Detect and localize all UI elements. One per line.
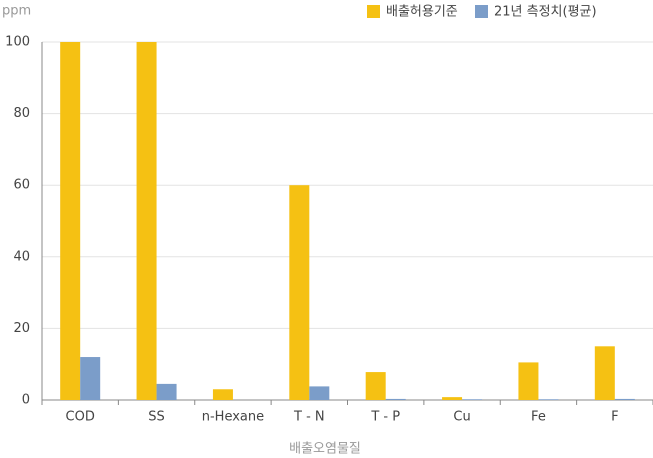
y-tick-label: 100: [5, 35, 30, 50]
bar: [289, 185, 310, 400]
bar: [136, 42, 157, 400]
x-tick-label: T - N: [293, 410, 325, 425]
y-tick-label: 60: [13, 178, 30, 193]
bar: [80, 357, 101, 400]
x-tick-label: n-Hexane: [202, 410, 264, 425]
bar: [442, 397, 463, 400]
bar: [518, 362, 539, 400]
bar: [365, 372, 386, 400]
x-tick-label: Fe: [531, 410, 546, 425]
x-tick-label: SS: [148, 410, 165, 425]
bar: [462, 399, 483, 400]
legend-label: 21년 측정치(평균): [494, 5, 597, 20]
bar: [614, 398, 635, 400]
legend-label: 배출허용기준: [386, 5, 458, 20]
x-tick-label: COD: [66, 410, 95, 425]
y-tick-label: 80: [13, 106, 30, 121]
bar: [385, 398, 406, 400]
y-tick-label: 40: [13, 249, 30, 264]
bar: [156, 383, 177, 400]
legend-swatch: [475, 5, 488, 18]
y-tick-label: 20: [13, 321, 30, 336]
legend-swatch: [367, 5, 380, 18]
bar: [309, 386, 330, 400]
bar: [594, 346, 615, 400]
x-tick-label: Cu: [453, 410, 470, 425]
bar: [60, 42, 81, 400]
bar: [538, 399, 559, 400]
y-axis-label: ppm: [2, 4, 31, 19]
y-tick-label: 0: [22, 393, 30, 408]
x-axis-label: 배출오염물질: [289, 442, 361, 457]
bar: [212, 389, 233, 400]
x-tick-label: T - P: [370, 410, 400, 425]
x-tick-label: F: [611, 410, 618, 425]
